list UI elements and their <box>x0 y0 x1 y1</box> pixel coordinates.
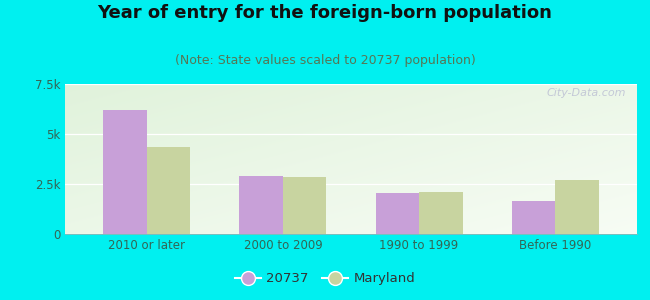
Bar <box>512 201 555 234</box>
Text: City-Data.com: City-Data.com <box>546 88 625 98</box>
Bar <box>555 180 599 234</box>
Bar <box>283 177 326 234</box>
Bar <box>419 192 463 234</box>
Text: Year of entry for the foreign-born population: Year of entry for the foreign-born popul… <box>98 4 552 22</box>
Legend: 20737, Maryland: 20737, Maryland <box>229 267 421 290</box>
Bar <box>103 110 147 234</box>
Text: (Note: State values scaled to 20737 population): (Note: State values scaled to 20737 popu… <box>175 54 475 67</box>
Bar <box>147 147 190 234</box>
Bar <box>239 176 283 234</box>
Bar <box>376 193 419 234</box>
